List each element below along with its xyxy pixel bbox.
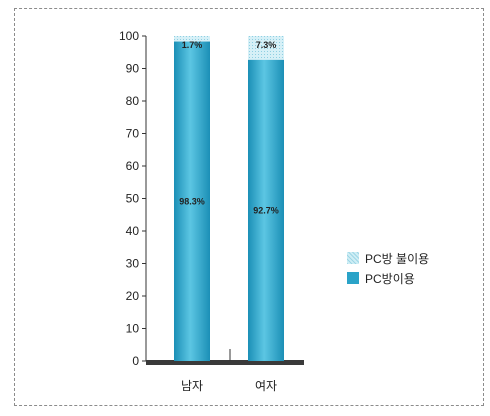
bar-segment-not-using (174, 36, 210, 42)
y-axis: 0 10 20 30 40 50 60 70 80 90 100 (119, 29, 304, 368)
x-axis-baseline (146, 360, 304, 365)
bar-segment-using (248, 59, 284, 361)
y-tick-label: 70 (126, 127, 140, 141)
data-label-using: 98.3% (179, 196, 205, 206)
legend-item-using: PC방이용 (347, 268, 429, 288)
bar-segment-not-using (248, 36, 284, 60)
y-tick-label: 60 (126, 159, 140, 173)
legend-label-using: PC방이용 (365, 271, 415, 286)
data-labels: 98.3% 1.7% 남자 92.7% 7.3% 여자 (179, 40, 279, 393)
y-tick-label: 80 (126, 94, 140, 108)
x-category-label: 여자 (255, 379, 277, 393)
y-tick-label: 40 (126, 224, 140, 238)
legend: PC방 불이용 PC방이용 (347, 248, 429, 288)
legend-label-not-using: PC방 불이용 (365, 251, 430, 266)
y-tick-label: 50 (126, 192, 140, 206)
data-label-using: 92.7% (253, 205, 279, 215)
legend-swatch-not-using (347, 252, 359, 264)
legend-swatch-using (347, 272, 359, 284)
y-tick-label: 100 (119, 29, 139, 43)
bars (174, 36, 284, 362)
y-tick-label: 90 (126, 62, 140, 76)
y-tick-label: 20 (126, 289, 140, 303)
y-tick-label: 0 (132, 354, 139, 368)
legend-item-not-using: PC방 불이용 (347, 248, 429, 268)
data-label-not-using: 7.3% (256, 40, 277, 50)
y-tick-label: 30 (126, 257, 140, 271)
x-category-label: 남자 (181, 379, 203, 393)
bar-segment-using (174, 41, 210, 362)
data-label-not-using: 1.7% (182, 40, 203, 50)
y-tick-label: 10 (126, 322, 140, 336)
